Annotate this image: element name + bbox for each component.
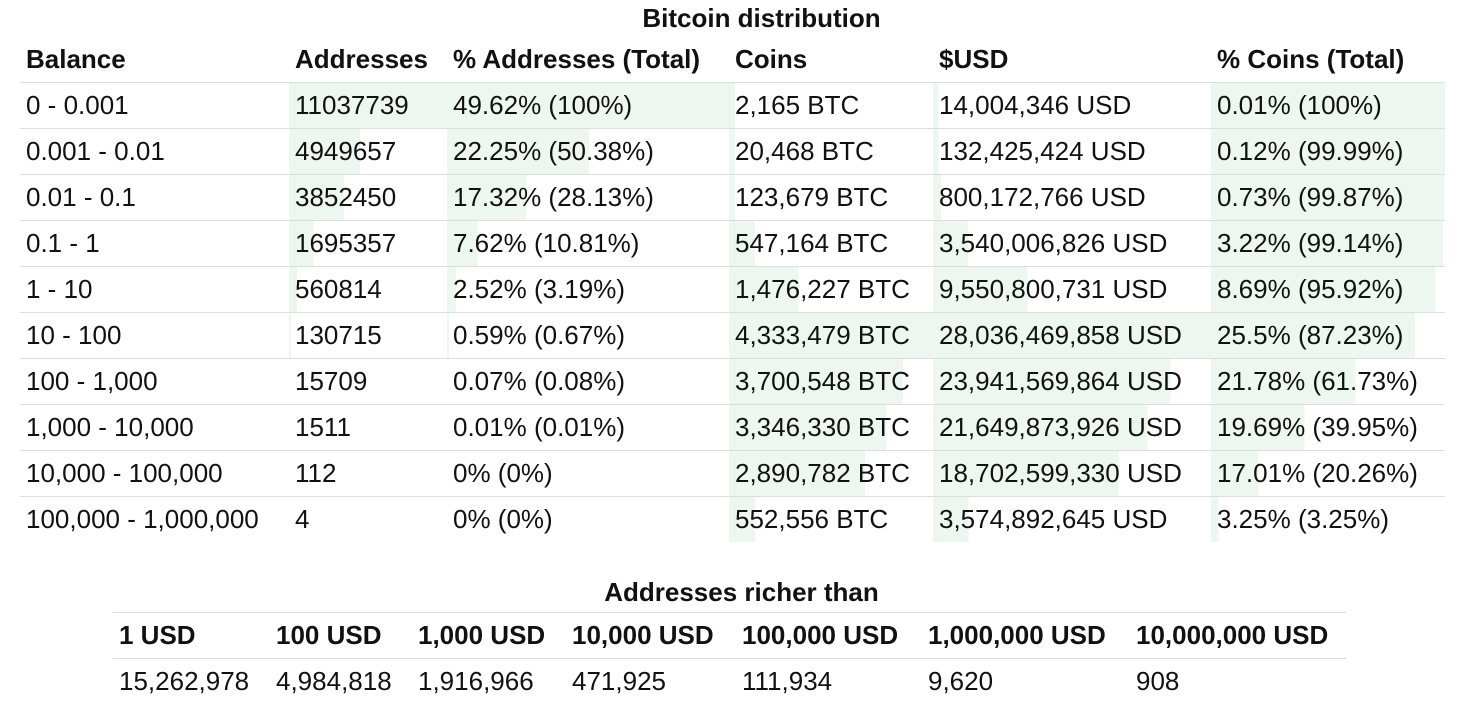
usd-cell: 132,425,424 USD — [933, 128, 1211, 175]
usd-cell: 800,172,766 USD — [933, 174, 1211, 221]
addresses-cell: 4949657 — [289, 128, 447, 175]
addresses-cell: 1511 — [289, 404, 447, 451]
pct-coins-cell: 3.22% (99.14%) — [1211, 220, 1445, 267]
richer-values-row: 15,262,978 4,984,818 1,916,966 471,925 111,9… — [113, 659, 1346, 705]
usd-cell: 21,649,873,926 USD — [933, 404, 1211, 451]
richer-header-cell: 10,000,000 USD — [1130, 612, 1346, 659]
pct-coins-cell: 19.69% (39.95%) — [1211, 404, 1445, 451]
balance-cell: 0.01 - 0.1 — [20, 174, 289, 221]
pct-addresses-cell: 0.59% (0.67%) — [447, 312, 729, 359]
header-coins: Coins — [729, 37, 933, 83]
header-balance: Balance — [20, 37, 289, 83]
pct-addresses-cell: 17.32% (28.13%) — [447, 174, 729, 221]
header-addresses: Addresses — [289, 37, 447, 83]
richer-header-cell: 1,000 USD — [412, 612, 566, 659]
pct-addresses-cell: 7.62% (10.81%) — [447, 220, 729, 267]
balance-cell: 1 - 10 — [20, 266, 289, 313]
richer-value-cell: 4,984,818 — [276, 666, 392, 696]
pct-coins-cell: 0.12% (99.99%) — [1211, 128, 1445, 175]
pct-coins-cell: 0.01% (100%) — [1211, 82, 1445, 129]
pct-coins-cell: 17.01% (20.26%) — [1211, 450, 1445, 497]
usd-cell: 18,702,599,330 USD — [933, 450, 1211, 497]
table-row: 0.01 - 0.1 3852450 17.32% (28.13%) 123,679 … — [20, 174, 1445, 221]
pct-addresses-cell: 49.62% (100%) — [447, 82, 729, 129]
pct-addresses-cell: 0% (0%) — [447, 496, 729, 542]
pct-coins-cell: 0.73% (99.87%) — [1211, 174, 1445, 221]
distribution-table: Balance Addresses % Addresses (Total) Co… — [20, 37, 1445, 542]
coins-cell: 4,333,479 BTC — [729, 312, 933, 359]
distribution-caption: Bitcoin distribution — [642, 3, 881, 33]
richer-value-cell: 15,262,978 — [119, 666, 250, 696]
balance-cell: 10,000 - 100,000 — [20, 450, 289, 497]
balance-cell: 10 - 100 — [20, 312, 289, 359]
richer-header-cell: 100 USD — [270, 612, 412, 659]
pct-addresses-cell: 0.07% (0.08%) — [447, 358, 729, 405]
addresses-cell: 15709 — [289, 358, 447, 405]
addresses-cell: 130715 — [289, 312, 447, 359]
pct-coins-cell: 25.5% (87.23%) — [1211, 312, 1445, 359]
usd-cell: 3,540,006,826 USD — [933, 220, 1211, 267]
coins-cell: 20,468 BTC — [729, 128, 933, 175]
coins-cell: 123,679 BTC — [729, 174, 933, 221]
usd-cell: 9,550,800,731 USD — [933, 266, 1211, 313]
pct-coins-cell: 21.78% (61.73%) — [1211, 358, 1445, 405]
table-row: 100,000 - 1,000,000 4 0% (0%) 552,556 BTC 3,… — [20, 496, 1445, 542]
usd-cell: 23,941,569,864 USD — [933, 358, 1211, 405]
balance-cell: 100,000 - 1,000,000 — [20, 496, 289, 542]
richer-caption: Addresses richer than — [604, 577, 879, 607]
richer-value-cell: 1,916,966 — [418, 666, 534, 696]
header-pct-addresses: % Addresses (Total) — [447, 37, 729, 83]
coins-cell: 2,890,782 BTC — [729, 450, 933, 497]
table-row: 10,000 - 100,000 112 0% (0%) 2,890,782 BTC 1… — [20, 450, 1445, 497]
richer-value-cell: 471,925 — [572, 666, 666, 696]
richer-value-cell: 111,934 — [742, 666, 833, 696]
balance-cell: 0.001 - 0.01 — [20, 128, 289, 175]
pct-coins-cell: 8.69% (95.92%) — [1211, 266, 1445, 313]
coins-cell: 3,346,330 BTC — [729, 404, 933, 451]
addresses-cell: 112 — [289, 450, 447, 497]
table-row: 0.001 - 0.01 4949657 22.25% (50.38%) 20,468… — [20, 128, 1445, 175]
table-row: 1,000 - 10,000 1511 0.01% (0.01%) 3,346,330… — [20, 404, 1445, 451]
pct-addresses-cell: 2.52% (3.19%) — [447, 266, 729, 313]
table-row: 1 - 10 560814 2.52% (3.19%) 1,476,227 BTC 9,… — [20, 266, 1445, 313]
addresses-cell: 11037739 — [289, 82, 447, 129]
distribution-header-row: Balance Addresses % Addresses (Total) Co… — [20, 37, 1445, 83]
balance-cell: 0.1 - 1 — [20, 220, 289, 267]
header-pct-coins: % Coins (Total) — [1211, 37, 1445, 83]
addresses-cell: 4 — [289, 496, 447, 542]
richer-header-row: 1 USD 100 USD 1,000 USD 10,000 USD 100,000 U… — [113, 612, 1346, 659]
pct-addresses-cell: 0.01% (0.01%) — [447, 404, 729, 451]
richer-header-cell: 10,000 USD — [566, 612, 736, 659]
coins-cell: 3,700,548 BTC — [729, 358, 933, 405]
richer-header-cell: 100,000 USD — [736, 612, 922, 659]
pct-addresses-cell: 0% (0%) — [447, 450, 729, 497]
richer-value-cell: 9,620 — [928, 666, 994, 696]
balance-cell: 0 - 0.001 — [20, 82, 289, 129]
usd-cell: 14,004,346 USD — [933, 82, 1211, 129]
coins-cell: 1,476,227 BTC — [729, 266, 933, 313]
balance-cell: 100 - 1,000 — [20, 358, 289, 405]
usd-cell: 3,574,892,645 USD — [933, 496, 1211, 542]
coins-cell: 547,164 BTC — [729, 220, 933, 267]
richer-table: 1 USD 100 USD 1,000 USD 10,000 USD 100,000 U… — [113, 612, 1346, 704]
richer-value-cell: 908 — [1136, 666, 1180, 696]
balance-cell: 1,000 - 10,000 — [20, 404, 289, 451]
usd-cell: 28,036,469,858 USD — [933, 312, 1211, 359]
addresses-cell: 1695357 — [289, 220, 447, 267]
richer-header-cell: 1,000,000 USD — [922, 612, 1130, 659]
addresses-cell: 560814 — [289, 266, 447, 313]
coins-cell: 552,556 BTC — [729, 496, 933, 542]
coins-cell: 2,165 BTC — [729, 82, 933, 129]
addresses-cell: 3852450 — [289, 174, 447, 221]
table-row: 0.1 - 1 1695357 7.62% (10.81%) 547,164 BTC 3… — [20, 220, 1445, 267]
header-usd: $USD — [933, 37, 1211, 83]
table-row: 10 - 100 130715 0.59% (0.67%) 4,333,479 BTC… — [20, 312, 1445, 359]
pct-coins-cell: 3.25% (3.25%) — [1211, 496, 1445, 542]
richer-header-cell: 1 USD — [113, 612, 270, 659]
pct-addresses-cell: 22.25% (50.38%) — [447, 128, 729, 175]
table-row: 100 - 1,000 15709 0.07% (0.08%) 3,700,548 B… — [20, 358, 1445, 405]
table-row: 0 - 0.001 11037739 49.62% (100%) 2,165 BTC 1… — [20, 82, 1445, 129]
